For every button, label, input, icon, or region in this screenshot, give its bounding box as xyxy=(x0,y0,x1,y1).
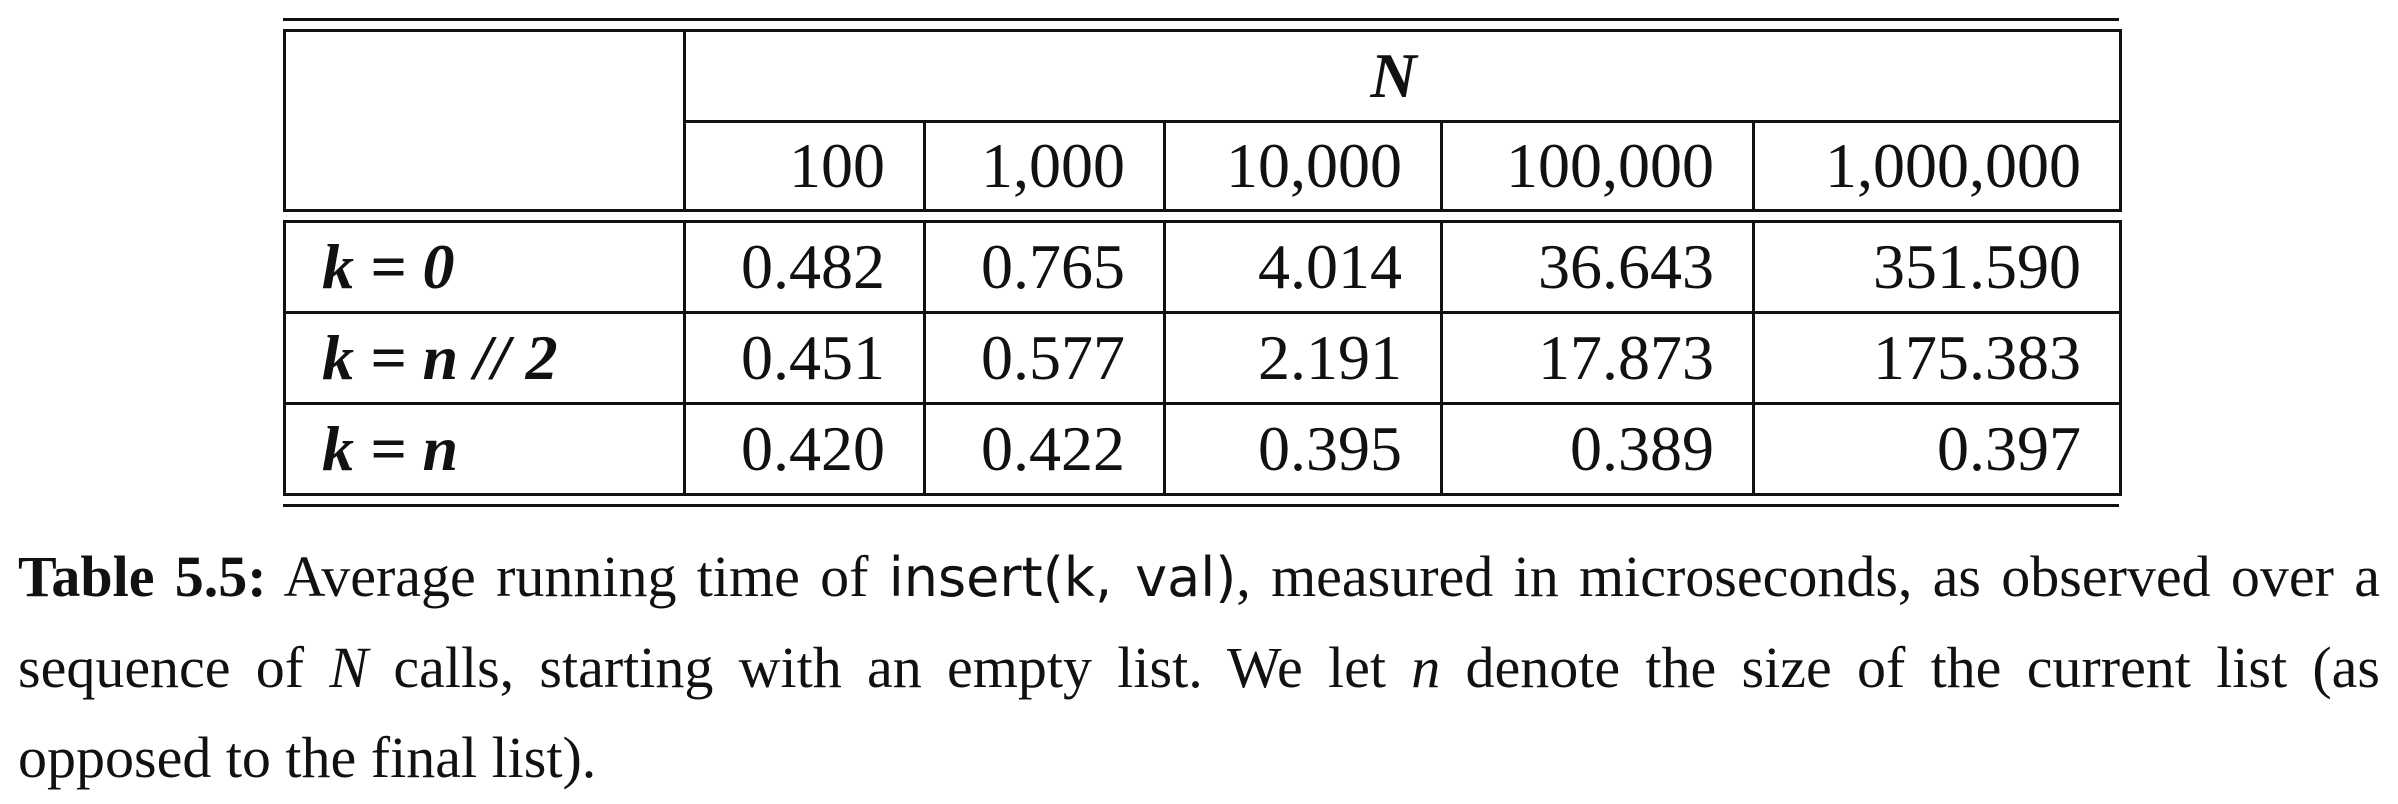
bottom-rule xyxy=(283,504,2119,507)
table-cell: 0.395 xyxy=(1163,402,1443,496)
table-cell: 0.389 xyxy=(1440,402,1755,496)
table-row: k = n // 2 0.451 0.577 2.191 17.873 175.… xyxy=(283,311,2123,405)
table-cell: 0.482 xyxy=(683,220,926,314)
corner-cell xyxy=(283,29,686,212)
caption-text: , measured in microseconds, as observed … xyxy=(18,544,2380,700)
table-row: k = 0 0.482 0.765 4.014 36.643 351.590 xyxy=(283,220,2123,314)
caption-text: calls, starting with an empty list. We l… xyxy=(368,635,1412,700)
caption-text: Average running time of xyxy=(266,544,889,609)
column-header-1000000: 1,000,000 xyxy=(1751,120,2123,212)
table-cell: 0.420 xyxy=(683,402,926,496)
column-header-100: 100 xyxy=(683,120,926,212)
header-row-values: 100 1,000 10,000 100,000 1,000,000 xyxy=(285,120,2123,212)
table-cell: 0.765 xyxy=(923,220,1166,314)
data-table: N 100 1,000 10,000 100,000 1,000,000 k =… xyxy=(283,29,2123,496)
n-header: N xyxy=(682,29,2123,123)
table-cell: 2.191 xyxy=(1163,311,1443,405)
row-label-k-half-n: k = n // 2 xyxy=(283,311,686,405)
row-label-k-n: k = n xyxy=(283,402,686,496)
table-cell: 175.383 xyxy=(1751,311,2123,405)
runtime-table: N 100 1,000 10,000 100,000 1,000,000 k =… xyxy=(283,18,2123,507)
table-cell: 4.014 xyxy=(1163,220,1443,314)
row-label-k-0: k = 0 xyxy=(283,220,686,314)
column-header-1000: 1,000 xyxy=(923,120,1166,212)
caption-text: denote the size of the current list (as … xyxy=(18,635,2381,790)
caption-label: Table 5.5: xyxy=(18,544,267,609)
table-cell: 0.451 xyxy=(683,311,926,405)
column-header-10000: 10,000 xyxy=(1163,120,1443,212)
column-header-100000: 100,000 xyxy=(1440,120,1755,212)
table-cell: 0.422 xyxy=(923,402,1166,496)
table-cell: 351.590 xyxy=(1751,220,2123,314)
table-caption: Table 5.5: Average running time of inser… xyxy=(18,532,2380,803)
caption-code: insert(k, val) xyxy=(888,546,1237,609)
table-cell: 36.643 xyxy=(1440,220,1755,314)
table-row: k = n 0.420 0.422 0.395 0.389 0.397 xyxy=(283,402,2123,496)
table-cell: 0.397 xyxy=(1751,402,2123,496)
header-separator xyxy=(284,209,2121,223)
table-cell: 0.577 xyxy=(923,311,1166,405)
caption-var-n: n xyxy=(1411,635,1441,700)
caption-var-N: N xyxy=(329,635,369,700)
top-rule xyxy=(283,18,2119,21)
header-row-n: N xyxy=(283,29,2123,212)
table-cell: 17.873 xyxy=(1440,311,1755,405)
